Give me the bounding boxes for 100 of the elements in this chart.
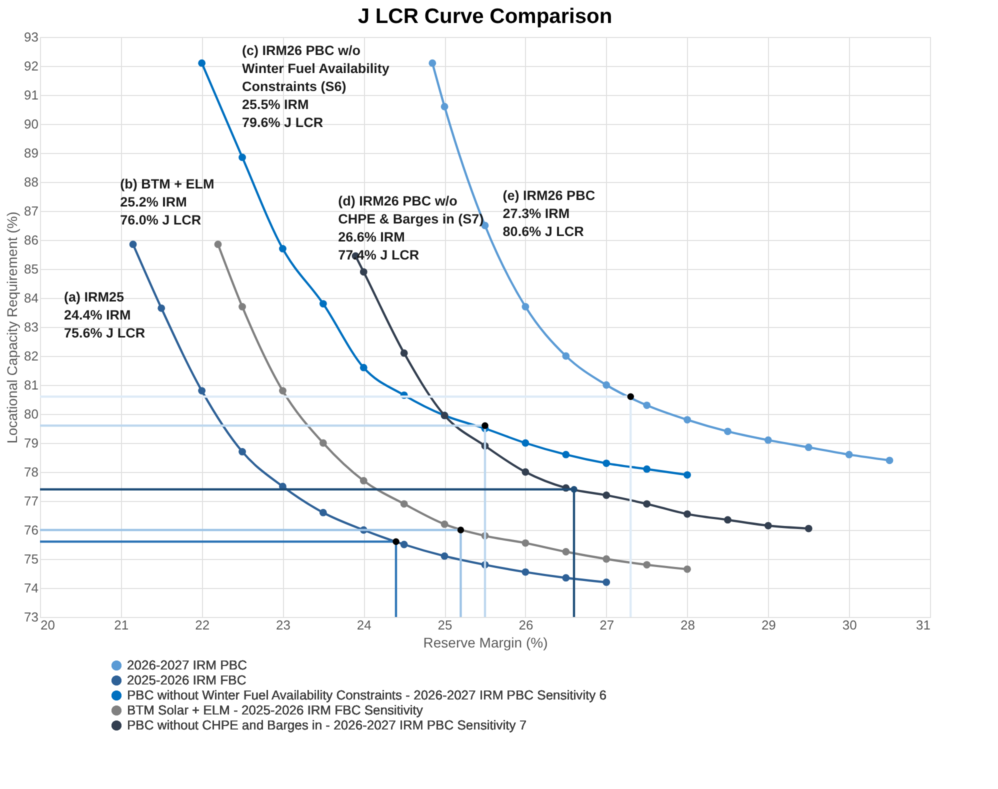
point [522,303,530,310]
point [522,539,530,547]
point [360,477,368,484]
legend-label: 2026-2027 IRM PBC [127,658,247,672]
y-tick-label: 73 [24,610,38,624]
point [764,522,772,530]
point [643,500,651,508]
point [684,510,691,518]
point [562,548,570,556]
point [522,568,530,576]
point [129,240,137,248]
point [684,471,691,479]
point [562,574,570,582]
y-tick-label: 88 [24,174,38,190]
point [684,416,691,424]
y-tick-label: 93 [24,30,38,44]
legend-label: BTM Solar + ELM - 2025-2026 IRM FBC Sensitivity [127,702,424,718]
y-tick-label: 84 [24,290,38,306]
y-tick-label: 87 [24,204,38,218]
y-tick-label: 77 [24,494,38,508]
point [400,540,408,548]
point [724,516,732,524]
point [804,524,812,532]
x-tick-label: 31 [916,618,930,632]
annotation: (c) IRM26 PBC w/o Winter Fuel Availability Constraints (S6) 25.5% IRM 79.6% J LCR [242,42,390,130]
point [319,508,327,516]
point [392,538,400,545]
point [804,444,812,452]
annotation: (a) IRM25 24.4% IRM 75.6% J LCR [64,289,146,340]
point [238,448,246,456]
point [400,500,408,508]
annotation: (b) BTM + ELM 25.2% IRM 76.0% J LCR [120,176,214,228]
legend-label: 2025-2026 IRM FBC [127,672,246,688]
x-tick-label: 21 [114,618,129,632]
point [643,465,651,473]
point [684,565,691,573]
y-tick-label: 90 [24,116,38,132]
x-tick-label: 22 [195,618,210,632]
x-tick-label: 23 [276,618,290,632]
y-tick-label: 80 [24,406,38,422]
point [279,387,286,394]
x-tick-label: 28 [680,618,696,632]
point [319,300,327,308]
point [643,402,651,409]
x-tick-label: 20 [40,618,55,632]
y-tick-label: 83 [24,320,38,334]
point [400,349,408,357]
y-tick-label: 86 [24,232,38,248]
point [428,59,436,67]
y-tick-label: 79 [24,436,38,450]
point [845,450,853,458]
point [238,154,246,162]
x-tick-label: 30 [842,618,857,632]
point [643,561,651,568]
y-tick-label: 82 [24,348,38,364]
point [724,428,732,436]
point [602,492,610,499]
annotation: (e) IRM26 PBC 27.3% IRM 80.6% J LCR [502,188,596,239]
point [562,450,570,458]
point [198,387,206,394]
point [457,526,464,534]
x-tick-label: 25 [438,618,452,632]
point [522,439,530,447]
point [886,456,894,464]
point [482,422,488,429]
chart-title: J LCR Curve Comparison [358,5,612,28]
point [562,352,570,360]
x-tick-label: 27 [600,618,614,632]
point [627,393,634,400]
point [602,381,610,389]
point [214,240,222,248]
point [570,486,578,493]
y-tick-label: 81 [24,378,38,392]
point [279,245,286,252]
x-tick-label: 24 [356,618,372,632]
y-tick-label: 74 [24,580,38,596]
y-tick-label: 85 [24,262,38,276]
y-tick-label: 91 [24,88,38,102]
x-tick-label: 26 [518,618,534,632]
y-tick-label: 89 [24,146,38,160]
point [602,555,610,563]
y-tick-label: 78 [24,464,38,480]
point [198,59,206,67]
x-axis-title: Reserve Margin (%) [423,634,548,650]
point [319,439,327,447]
point [440,102,448,110]
legend-label: PBC without Winter Fuel Availability Constraints - 2026-2027 IRM PBC Sensitivity 6 [127,688,607,702]
y-axis-title: Locational Capacity Requirement (%) [4,212,20,444]
point [360,364,368,372]
point [360,268,368,276]
point [440,520,448,528]
point [764,436,772,444]
x-tick-label: 29 [761,618,776,632]
point [602,460,610,467]
point [522,468,530,476]
y-tick-label: 76 [24,522,38,538]
point [158,304,166,312]
point [238,303,246,310]
y-tick-label: 92 [24,58,38,74]
point [440,552,448,560]
